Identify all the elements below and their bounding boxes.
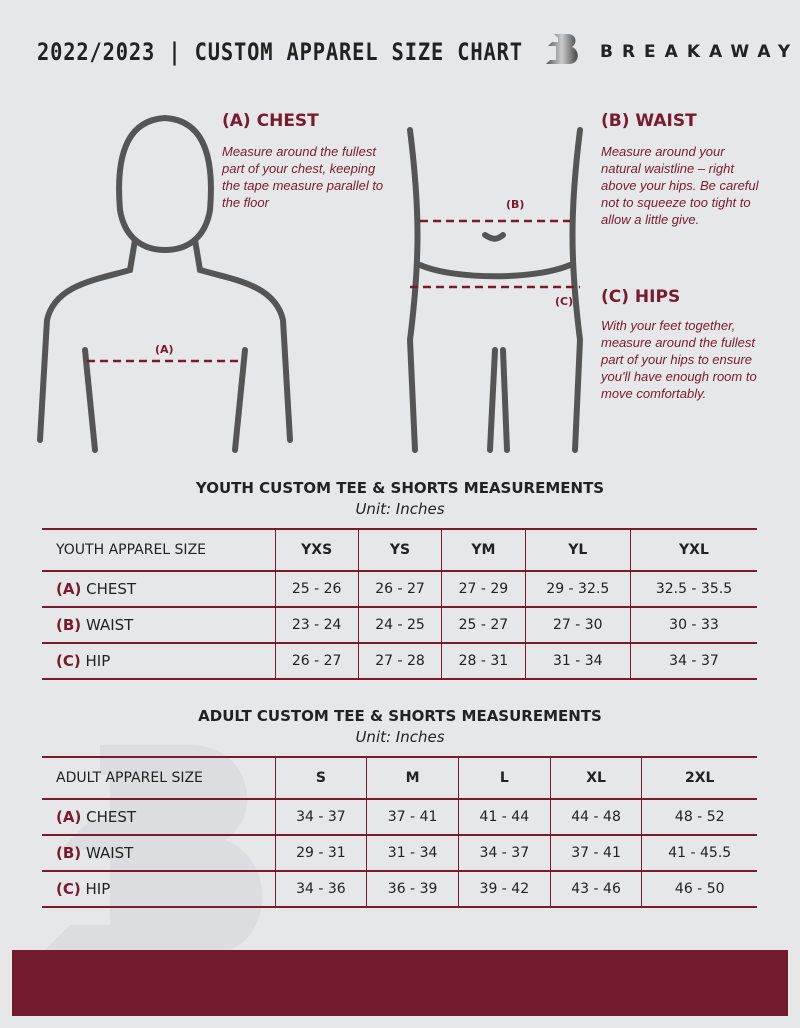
- measurement-value: 43 - 46: [549, 871, 642, 908]
- youth-heading: YOUTH CUSTOM TEE & SHORTS MEASUREMENTS: [195, 479, 605, 497]
- measurement-name: WAIST: [85, 616, 134, 634]
- measurement-name: WAIST: [85, 844, 134, 862]
- measurement-letter: (A): [56, 580, 82, 598]
- measurement-label: (B) WAIST: [42, 607, 275, 644]
- adult-heading: ADULT CUSTOM TEE & SHORTS MEASUREMENTS: [198, 707, 602, 725]
- footer-bar: [12, 950, 788, 1016]
- measurement-value: 26 - 27: [274, 643, 359, 680]
- hips-title: (C) HIPS: [601, 287, 681, 307]
- measurement-value: 27 - 29: [441, 571, 526, 608]
- adult-size-table: ADULT APPAREL SIZE S M L XL 2XL (A) CHEST 34 - …: [42, 756, 757, 908]
- measurement-value: 37 - 41: [549, 835, 642, 872]
- measurement-value: 31 - 34: [366, 835, 459, 872]
- table-row: (C) HIP 26 - 27 27 - 28 28 - 31 31 - 34 34 - …: [42, 643, 757, 680]
- size-header: YXL: [629, 529, 757, 572]
- table-row: (B) WAIST 23 - 24 24 - 25 25 - 27 27 - 30 30 …: [42, 607, 757, 644]
- table-row: (B) WAIST 29 - 31 31 - 34 34 - 37 37 - 41 41 …: [42, 835, 757, 872]
- measurement-value: 26 - 27: [357, 571, 442, 608]
- waist-title: (B) WAIST: [601, 111, 697, 131]
- body-measurement-illustration: [37, 114, 584, 453]
- measurement-name: HIP: [85, 880, 111, 898]
- youth-unit: Unit: Inches: [355, 500, 445, 518]
- measurement-letter: (C): [56, 880, 81, 898]
- measurement-value: 36 - 39: [366, 871, 459, 908]
- measurement-label: (A) CHEST: [42, 799, 275, 836]
- measurement-value: 34 - 36: [274, 871, 367, 908]
- size-label-header: ADULT APPAREL SIZE: [42, 757, 275, 800]
- hips-marker: (C): [555, 295, 574, 308]
- size-header: YS: [357, 529, 442, 572]
- measurement-value: 32.5 - 35.5: [629, 571, 757, 608]
- youth-size-table: YOUTH APPAREL SIZE YXS YS YM YL YXL (A) CHEST 2…: [42, 528, 757, 680]
- breakaway-logo-icon: [546, 34, 578, 64]
- size-header: M: [366, 757, 459, 800]
- size-label-header: YOUTH APPAREL SIZE: [42, 529, 275, 572]
- measurement-label: (A) CHEST: [42, 571, 275, 608]
- waist-description: Measure around your natural waistline – …: [601, 144, 759, 227]
- measurement-letter: (B): [56, 844, 82, 862]
- measurement-value: 30 - 33: [629, 607, 757, 644]
- adult-unit: Unit: Inches: [355, 728, 445, 746]
- table-header-row: YOUTH APPAREL SIZE YXS YS YM YL YXL: [42, 529, 757, 572]
- brand-name: BREAKAWAY: [600, 42, 800, 62]
- measurement-value: 37 - 41: [366, 799, 459, 836]
- measurement-letter: (B): [56, 616, 82, 634]
- waist-marker: (B): [506, 198, 525, 211]
- measurement-letter: (C): [56, 652, 81, 670]
- chest-title: (A) CHEST: [222, 111, 319, 131]
- chest-marker: (A): [155, 343, 174, 356]
- measurement-letter: (A): [56, 808, 82, 826]
- measurement-value: 29 - 31: [274, 835, 367, 872]
- size-header: S: [274, 757, 367, 800]
- measurement-name: HIP: [85, 652, 111, 670]
- size-header: L: [457, 757, 551, 800]
- size-header: XL: [549, 757, 642, 800]
- measurement-value: 23 - 24: [274, 607, 359, 644]
- measurement-value: 25 - 27: [441, 607, 526, 644]
- measurement-value: 39 - 42: [457, 871, 551, 908]
- size-header: 2XL: [641, 757, 757, 800]
- measurement-value: 27 - 28: [357, 643, 442, 680]
- chest-description: Measure around the fullest part of your …: [222, 144, 384, 210]
- hips-description: With your feet together, measure around …: [601, 318, 757, 401]
- measurement-value: 41 - 44: [457, 799, 551, 836]
- measurement-value: 34 - 37: [629, 643, 757, 680]
- measurement-value: 29 - 32.5: [524, 571, 631, 608]
- table-row: (A) CHEST 25 - 26 26 - 27 27 - 29 29 - 32.5 3…: [42, 571, 757, 608]
- table-row: (A) CHEST 34 - 37 37 - 41 41 - 44 44 - 48 48 …: [42, 799, 757, 836]
- measurement-value: 44 - 48: [549, 799, 642, 836]
- measurement-name: CHEST: [86, 808, 137, 826]
- measurement-value: 25 - 26: [274, 571, 359, 608]
- measurement-value: 31 - 34: [524, 643, 631, 680]
- measurement-value: 34 - 37: [457, 835, 551, 872]
- size-header: YXS: [274, 529, 359, 572]
- size-header: YL: [524, 529, 631, 572]
- size-header: YM: [441, 529, 526, 572]
- measurement-value: 24 - 25: [357, 607, 442, 644]
- page-title: 2022/2023 | CUSTOM APPAREL SIZE CHART: [37, 38, 523, 66]
- measurement-label: (C) HIP: [42, 643, 275, 680]
- measurement-name: CHEST: [86, 580, 137, 598]
- measurement-value: 41 - 45.5: [641, 835, 757, 872]
- measurement-value: 46 - 50: [641, 871, 757, 908]
- measurement-label: (C) HIP: [42, 871, 275, 908]
- measurement-value: 27 - 30: [524, 607, 631, 644]
- measurement-value: 34 - 37: [274, 799, 367, 836]
- measurement-value: 28 - 31: [441, 643, 526, 680]
- table-header-row: ADULT APPAREL SIZE S M L XL 2XL: [42, 757, 757, 800]
- table-row: (C) HIP 34 - 36 36 - 39 39 - 42 43 - 46 46 - …: [42, 871, 757, 908]
- measurement-value: 48 - 52: [641, 799, 757, 836]
- measurement-label: (B) WAIST: [42, 835, 275, 872]
